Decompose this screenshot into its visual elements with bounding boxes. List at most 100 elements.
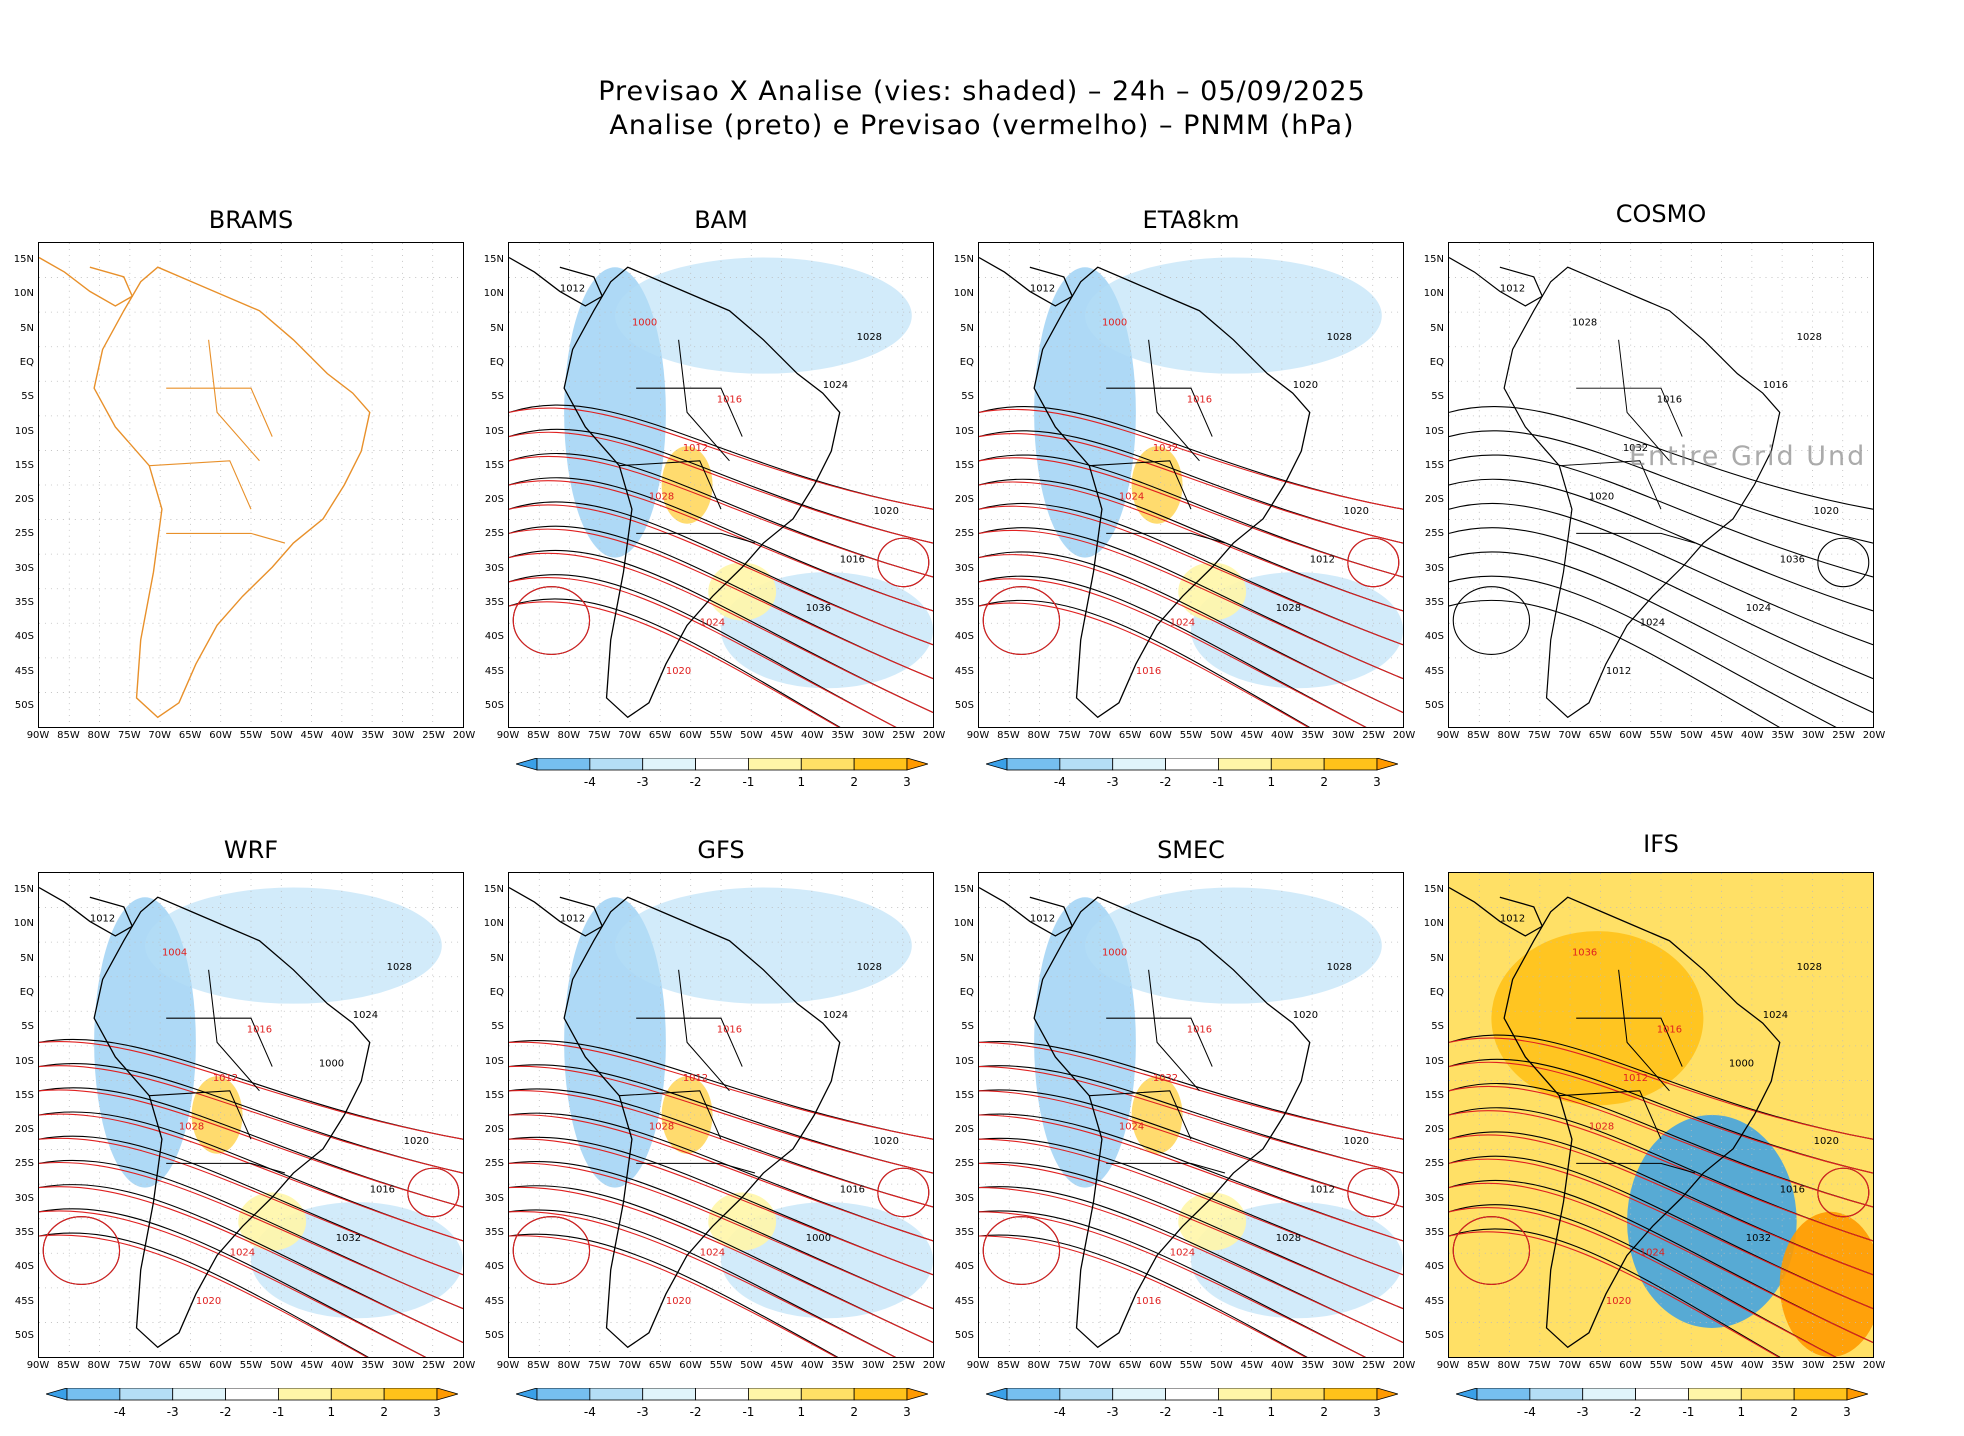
isobar [979,1138,1403,1276]
colorbar-arrow-right [436,1387,460,1401]
panel-title-gfs: GFS [697,836,745,864]
lon-label: 35W [361,730,385,741]
isobar-label: 1032 [1746,1233,1771,1244]
isobar-label: 1020 [1293,380,1318,391]
isobar-label: 1020 [874,506,899,517]
colorbar-label: -4 [1524,1405,1536,1419]
isobar-label: 1012 [90,913,115,924]
isobar-label: 1016 [1136,1296,1161,1307]
country-border [166,1017,273,1067]
lat-label: 10N [953,918,974,930]
isobar-label: 1012 [1310,1184,1335,1195]
isobar [979,1090,1403,1208]
lon-label: 65W [1588,1360,1612,1371]
isobar [979,433,1403,544]
lon-label: 75W [117,730,141,741]
isobar-label: 1016 [1187,395,1212,406]
colorbar-segment [695,757,749,771]
lat-label: 10S [484,1055,504,1067]
isobar-label: 1016 [840,554,865,565]
country-border [619,1090,722,1140]
lat-label: 5N [490,952,504,964]
colorbar-segment [1006,757,1061,771]
lat-label: 45S [954,1295,974,1307]
lat-label: 50S [484,699,504,711]
colorbar-label: 1 [797,1405,805,1419]
lat-label: 35S [484,597,504,608]
isobar-high [407,1167,460,1218]
colorbar-wrf: -4-3-2-11234 [44,1387,494,1428]
isobar-label: 1012 [213,1073,238,1084]
isobar-label: 1012 [683,443,708,454]
colorbar-segment [330,1387,385,1401]
continent-outline [93,266,371,719]
colorbar-segment [1635,1387,1689,1401]
isobar [1449,1134,1873,1276]
isobar-label: 1028 [649,492,674,503]
map-panel-ifs: 1012 1016 1020 1024 1028 1012 1016 1020 1024 1028… [1448,872,1874,1358]
colorbar-segment [642,757,696,771]
isobar-label: 1028 [1276,603,1301,614]
lon-label: 75W [1057,1360,1081,1371]
lon-label: 60W [209,730,232,741]
panel-title-bam: BAM [694,206,748,234]
country-border [1148,969,1200,1092]
colorbar-label: -2 [1630,1405,1642,1419]
lat-label: 10N [483,918,504,930]
lat-label: 10S [14,425,34,437]
panel-title-brams: BRAMS [208,206,294,234]
colorbar-label: -2 [690,1405,702,1419]
isobar-label: 1000 [806,1233,831,1244]
colorbar-label: -2 [690,775,702,789]
colorbar-label: -3 [1577,1405,1589,1419]
colorbar-label: -3 [1107,775,1119,789]
country-border [166,1162,286,1174]
lat-label: 30S [1424,562,1444,574]
map-canvas: 1012 1016 1020 1024 1028 1012 1016 1020 1024 1028… [39,873,463,1357]
isobar-high [1347,537,1400,588]
lon-label: 85W [527,730,550,741]
lon-label: 70W [618,730,642,741]
colorbar-segment [1688,1387,1742,1401]
isobar [1449,1158,1873,1310]
lon-label: 40W [1740,1360,1764,1371]
isobar-label: 1016 [370,1184,395,1195]
isobar-high [982,586,1061,655]
colorbar-label: 3 [1373,775,1381,789]
colorbar-label: -3 [637,1405,649,1419]
lon-label: 40W [1740,730,1764,741]
country-border [636,1162,756,1174]
isobar-label: 1028 [1572,317,1597,328]
isobar-label: 1036 [806,603,831,614]
lat-label: 35S [484,1227,504,1238]
lon-label: 80W [557,730,581,741]
lon-label: 70W [148,730,172,741]
colorbar-label: -4 [114,1405,126,1419]
isobar-label: 1032 [336,1233,361,1244]
country-border [678,339,730,462]
colorbar-label: 1 [1267,775,1275,789]
colorbar-segment [1059,757,1114,771]
isobar [979,1066,1403,1174]
lon-label: 85W [1467,730,1490,741]
isobar [1449,478,1873,612]
lat-label: 30S [954,1192,974,1204]
isobar-label: 1012 [1310,554,1335,565]
lon-label: 80W [1497,1360,1521,1371]
lon-label: 50W [1210,1360,1233,1371]
lon-label: 45W [770,1360,794,1371]
country-border [1618,969,1670,1092]
central-america-outline [979,886,1074,937]
lon-label: 75W [1527,730,1551,741]
central-america-outline [509,886,604,937]
colorbar-segment [1793,1387,1848,1401]
lat-label: 25S [954,1158,974,1170]
lon-label: 50W [270,730,293,741]
lat-label: 5S [1431,1021,1444,1033]
isobar-high [877,537,930,588]
bias-shading [615,887,912,1004]
colorbar-arrow-left [1454,1387,1478,1401]
colorbar-smec: -4-3-2-11234 [984,1387,1434,1428]
lon-label: 65W [178,1360,202,1371]
continent-outline [1503,896,1781,1349]
